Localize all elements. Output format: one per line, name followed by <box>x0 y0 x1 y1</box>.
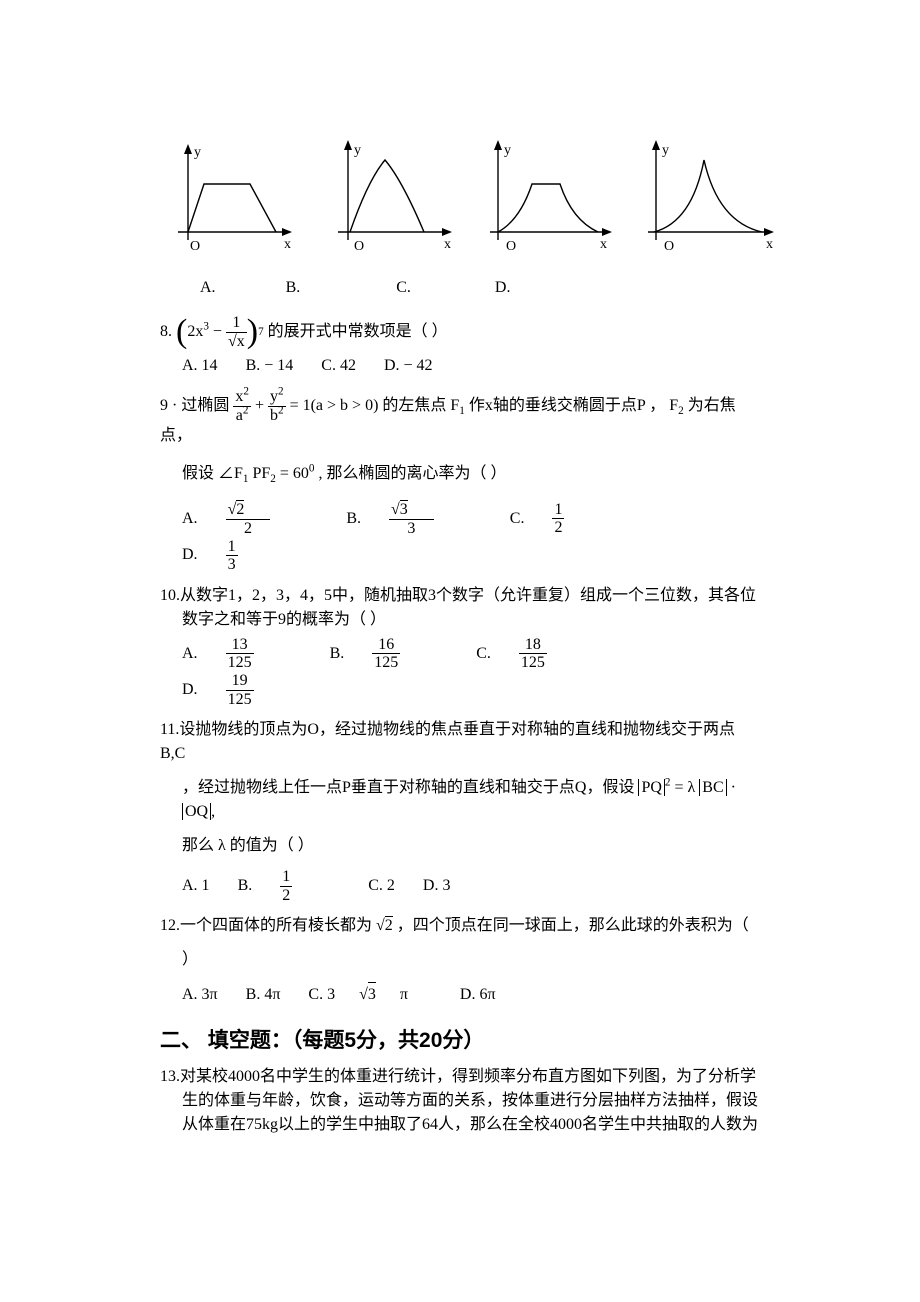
q9-opt-d: D. 13 <box>182 538 286 574</box>
q12-options: A. 3π B. 4π C. 3√3π D. 6π <box>160 982 760 1007</box>
question-13: 13.对某校4000名中学生的体重进行统计，得到频率分布直方图如下列图，为了分析… <box>160 1065 760 1137</box>
q8-opt-b: B. − 14 <box>246 354 294 378</box>
q12-opt-b: B. 4π <box>246 983 281 1007</box>
q12-opt-d: D. 6π <box>460 983 496 1007</box>
graph-label-c: C. <box>396 276 411 300</box>
graph-option-labels: A. B. C. D. <box>160 276 760 300</box>
q8-expression: ( 2x3 − 1 √x ) 7 <box>176 314 264 350</box>
answer-graphs-row: y x O y x O y x O <box>160 140 760 270</box>
q10-opt-b: B. 16125 <box>330 636 449 672</box>
q8-num: 8. <box>160 323 172 340</box>
graph-c: y x O <box>480 140 620 270</box>
graph-a: y x O <box>160 140 300 270</box>
axis-y-label: y <box>194 145 201 160</box>
svg-text:x: x <box>444 237 451 252</box>
svg-text:y: y <box>504 143 511 158</box>
q11-opt-a: A. 1 <box>182 874 210 898</box>
q8-opt-c: C. 42 <box>321 354 356 378</box>
q9-opt-b: B. √33 <box>346 500 481 537</box>
q10-options: A. 13125 B. 16125 C. 18125 D. 19125 <box>160 636 760 708</box>
axis-origin-label: O <box>190 239 200 254</box>
graph-label-b: B. <box>286 276 301 300</box>
q9-line2: 假设 ∠F1 PF2 = 600 , 那么椭圆的离心率为（ ） <box>160 462 760 486</box>
q11-options: A. 1 B. 12 C. 2 D. 3 <box>160 868 760 904</box>
q9-frac2: y2 b2 <box>268 388 286 424</box>
question-11: 11.设抛物线的顶点为O，经过抛物线的焦点垂直于对称轴的直线和抛物线交于两点B,… <box>160 718 760 858</box>
graph-b: y x O <box>320 140 460 270</box>
svg-text:O: O <box>506 239 516 254</box>
q11-opt-b: B. 12 <box>238 868 341 904</box>
q9-frac1: x2 a2 <box>233 388 251 424</box>
svg-text:O: O <box>354 239 364 254</box>
graph-d: y x O <box>640 140 780 270</box>
q9-opt-a: A. √22 <box>182 500 318 537</box>
question-9: 9 · 过椭圆 x2 a2 + y2 b2 = 1(a > b > 0) 的左焦… <box>160 388 760 448</box>
section-2-title: 二、 填空题：（每题5分，共20分） <box>160 1025 760 1057</box>
svg-text:x: x <box>766 237 773 252</box>
q8-options: A. 14 B. − 14 C. 42 D. − 42 <box>160 354 760 378</box>
q11-opt-c: C. 2 <box>368 874 395 898</box>
q9-opt-c: C. 12 <box>510 501 613 537</box>
svg-text:y: y <box>354 143 361 158</box>
q11-opt-d: D. 3 <box>423 874 451 898</box>
q10-opt-d: D. 19125 <box>182 672 302 708</box>
question-8: 8. ( 2x3 − 1 √x ) 7 的展开式中常数项是（ ） <box>160 314 760 350</box>
graph-label-d: D. <box>495 276 511 300</box>
q8-opt-a: A. 14 <box>182 354 218 378</box>
graph-a-svg: y x O <box>160 140 300 270</box>
question-12: 12.一个四面体的所有棱长都为 √2 ，四个顶点在同一球面上，那么此球的外表积为… <box>160 914 760 972</box>
q9-options: A. √22 B. √33 C. 12 D. 13 <box>160 500 760 573</box>
q8-opt-d: D. − 42 <box>384 354 433 378</box>
q12-opt-a: A. 3π <box>182 983 218 1007</box>
graph-label-a: A. <box>200 276 216 300</box>
svg-text:x: x <box>600 237 607 252</box>
svg-text:y: y <box>662 143 669 158</box>
axis-x-label: x <box>284 237 291 252</box>
q10-opt-c: C. 18125 <box>476 636 595 672</box>
question-10: 10.从数字1，2，3，4，5中，随机抽取3个数字（允许重复）组成一个三位数，其… <box>160 584 760 632</box>
q10-opt-a: A. 13125 <box>182 636 302 672</box>
q8-tail: 的展开式中常数项是（ ） <box>268 323 448 340</box>
q12-opt-c: C. 3√3π <box>308 982 432 1007</box>
svg-text:O: O <box>664 239 674 254</box>
